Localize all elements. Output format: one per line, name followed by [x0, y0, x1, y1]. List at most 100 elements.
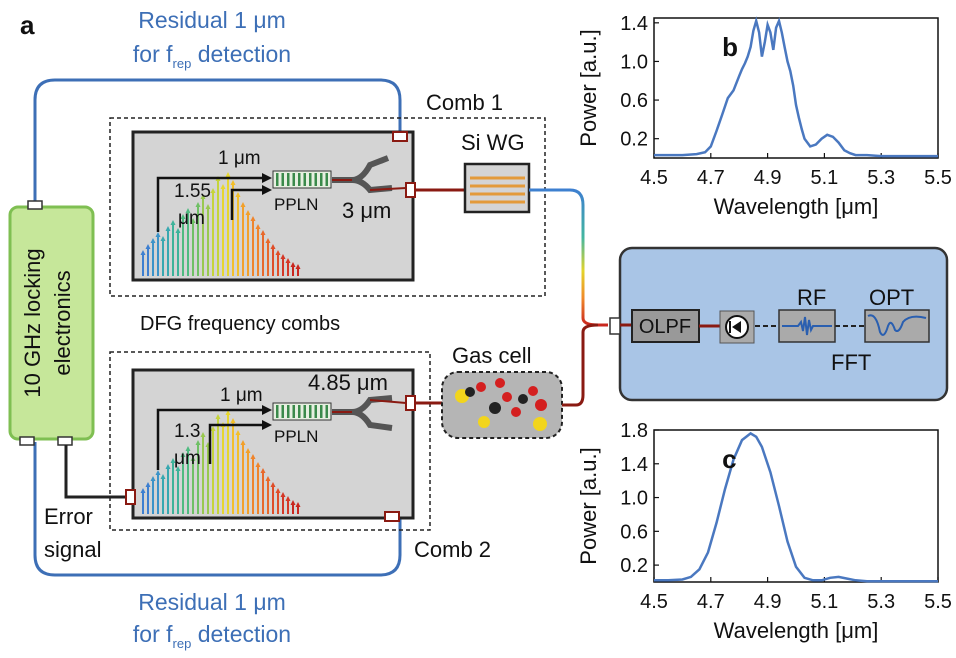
rf-label: RF	[797, 285, 826, 310]
comb1-pump-label: 1 μm	[218, 148, 261, 169]
comb-tooth-tip	[210, 426, 216, 431]
residual-top-line2: for frep detection	[133, 41, 291, 71]
comb-tooth-tip	[295, 264, 301, 269]
x-tick-label: 5.1	[810, 591, 838, 613]
gas-cell-label: Gas cell	[452, 343, 531, 368]
comb2-splitter	[332, 395, 393, 431]
comb-tooth-tip	[290, 262, 296, 267]
olpf-label: OLPF	[639, 316, 691, 338]
comb-tooth-tip	[165, 226, 171, 231]
comb-tooth-tip	[265, 238, 271, 243]
ppln-stripe	[303, 405, 306, 418]
comb-tooth-tip	[170, 220, 176, 225]
residual-fiber-bottom	[33, 442, 402, 577]
x-tick-label: 5.5	[924, 167, 952, 189]
gascell-to-detection-fiber	[562, 323, 599, 407]
x-tick-label: 4.5	[640, 591, 668, 613]
locking-port-top	[27, 200, 43, 210]
comb2-output-label: 4.85 μm	[308, 370, 388, 395]
comb-tooth-tip	[280, 254, 286, 259]
error-label-line2: signal	[44, 537, 101, 562]
x-tick-label: 5.3	[867, 591, 895, 613]
panel-label: b	[722, 32, 738, 62]
comb-tooth-tip	[180, 214, 186, 219]
comb-tooth-tip	[235, 192, 241, 197]
ppln-stripe	[303, 173, 306, 186]
panel-label: c	[722, 444, 736, 474]
si-wg-channels	[470, 176, 525, 204]
comb-tooth-tip	[145, 244, 151, 249]
spectrum-line	[654, 431, 938, 583]
ppln-stripe	[314, 173, 317, 186]
comb-tooth-tip	[290, 500, 296, 505]
comb-tooth-tip	[165, 464, 171, 469]
comb-tooth-tip	[230, 180, 236, 185]
comb1-title: Comb 1	[426, 90, 503, 115]
residual-top-line1: Residual 1 μm	[138, 7, 285, 33]
comb2-port-left	[125, 489, 136, 505]
x-tick-label: 4.9	[754, 591, 782, 613]
rf-interferogram	[782, 316, 832, 336]
comb-tooth-tip	[140, 250, 146, 255]
comb-tooth-tip	[210, 188, 216, 193]
comb2-pump-label: 1 μm	[220, 385, 263, 406]
comb1-ppln-crystal	[272, 170, 332, 189]
comb-tooth-tip	[255, 462, 261, 467]
comb-tooth-tip	[255, 224, 261, 229]
comb1-pump-arrow	[156, 176, 268, 232]
gas-molecules	[455, 378, 547, 431]
comb-tooth-tip	[285, 258, 291, 263]
comb-tooth-tip	[160, 236, 166, 241]
comb2-signal-label-2: μm	[174, 448, 201, 469]
comb-tooth-tip	[215, 414, 221, 419]
ppln-stripe	[287, 405, 290, 418]
comb-tooth-tip	[285, 496, 291, 501]
y-axis-label: Power [a.u.]	[576, 447, 601, 564]
y-tick-label: 1.4	[620, 454, 648, 476]
error-label-line1: Error	[44, 504, 93, 529]
comb1-signal-arrow	[230, 188, 268, 220]
opt-label: OPT	[869, 285, 914, 310]
opt-spectrum	[867, 314, 927, 336]
comb-tooth-tip	[245, 210, 251, 215]
comb-tooth-tip	[205, 204, 211, 209]
ppln-stripe	[287, 173, 290, 186]
comb-tooth-tip	[260, 230, 266, 235]
residual-fiber-top	[33, 78, 402, 204]
comb-tooth-tip	[240, 202, 246, 207]
residual-bottom-line1: Residual 1 μm	[138, 589, 285, 615]
comb1-signal-label-1: 1.55	[174, 181, 211, 202]
comb2-signal-arrow	[208, 423, 268, 464]
locking-port-bottom-right	[57, 436, 73, 446]
x-tick-label: 5.1	[810, 167, 838, 189]
ppln-stripe	[298, 405, 301, 418]
y-tick-label: 0.6	[620, 521, 648, 543]
comb-tooth-tip	[150, 238, 156, 243]
comb2-ppln-label: PPLN	[274, 427, 318, 446]
x-tick-label: 5.5	[924, 591, 952, 613]
x-tick-label: 4.9	[754, 167, 782, 189]
comb-tooth-tip	[275, 488, 281, 493]
y-tick-label: 1.8	[620, 420, 648, 442]
panel-a-label: a	[20, 10, 35, 40]
comb2-port-bottom	[384, 511, 400, 522]
fft-label: FFT	[831, 350, 871, 375]
comb-tooth-tip	[240, 440, 246, 445]
comb-tooth-tip	[250, 454, 256, 459]
x-tick-label: 4.7	[697, 167, 725, 189]
y-tick-label: 1.0	[620, 488, 648, 510]
y-tick-label: 1.0	[620, 51, 648, 73]
dfg-label: DFG frequency combs	[140, 313, 340, 335]
locking-port-bottom-left	[19, 436, 35, 446]
si-waveguide	[463, 162, 531, 214]
ppln-stripe	[320, 173, 323, 186]
plot-frame	[653, 429, 939, 583]
comb1-port-out	[405, 182, 416, 198]
comb1-output-label: 3 μm	[342, 198, 391, 223]
ppln-stripe	[298, 173, 301, 186]
y-tick-label: 0.2	[620, 129, 648, 151]
ppln-stripe	[309, 405, 312, 418]
comb-tooth-tip	[295, 502, 301, 507]
ppln-stripe	[325, 405, 328, 418]
comb-tooth-tip	[175, 466, 181, 471]
